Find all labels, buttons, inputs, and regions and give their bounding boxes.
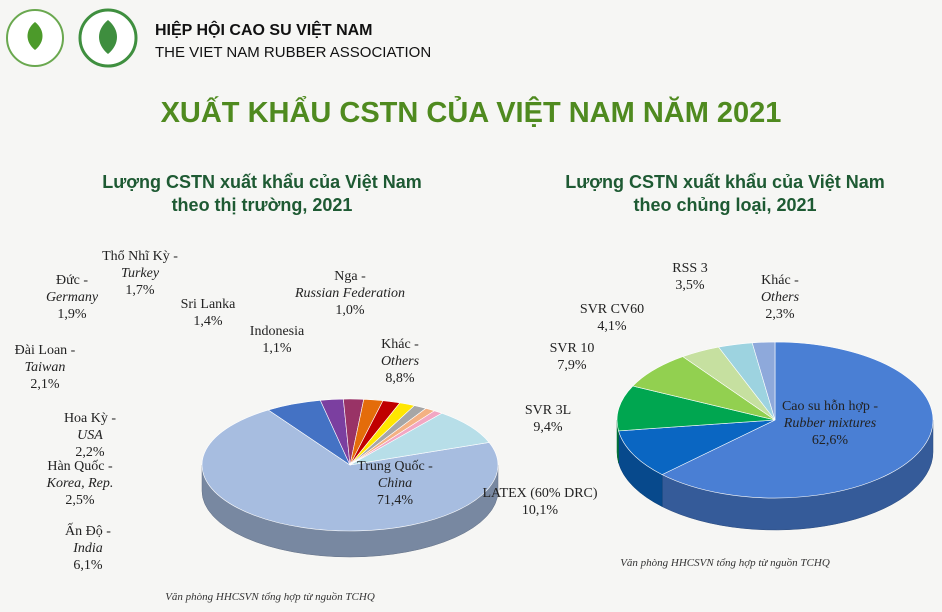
slice bbox=[618, 419, 776, 475]
chart-title: theo chủng loại, 2021 bbox=[633, 195, 816, 215]
value-label: 1,7% bbox=[125, 283, 155, 298]
slice-label: Hoa Kỳ - USA bbox=[64, 411, 116, 443]
slice-label: Cao su hỗn hợp - Rubber mixtures bbox=[782, 399, 878, 431]
label-line: SVR 3L bbox=[525, 403, 571, 418]
value-label: 4,1% bbox=[597, 319, 627, 334]
slice-label: Thổ Nhĩ Kỳ - Turkey bbox=[102, 249, 178, 281]
source-note: Văn phòng HHCSVN tổng hợp từ nguồn TCHQ bbox=[620, 557, 830, 569]
value-label: 3,5% bbox=[675, 278, 705, 293]
label-line: Đài Loan - bbox=[15, 343, 76, 358]
label-line: Khác - bbox=[761, 273, 799, 288]
value-label: 2,5% bbox=[65, 493, 95, 508]
label-line: Others bbox=[381, 354, 420, 369]
value-label: 1,9% bbox=[57, 307, 87, 322]
label-line: SVR 10 bbox=[550, 341, 595, 356]
slice-label: Đài Loan - Taiwan bbox=[15, 343, 76, 375]
label-line: Thổ Nhĩ Kỳ - bbox=[102, 249, 178, 264]
label-line: Russian Federation bbox=[294, 286, 405, 301]
label-line: India bbox=[72, 541, 103, 556]
label-line: Sri Lanka bbox=[181, 297, 237, 312]
logos bbox=[6, 8, 138, 68]
label-line: Hoa Kỳ - bbox=[64, 411, 116, 426]
slice bbox=[661, 341, 934, 499]
org-name: HIỆP HỘI CAO SU VIỆT NAM bbox=[155, 20, 373, 39]
label-line: Ấn Độ - bbox=[65, 522, 111, 539]
label-line: Đức - bbox=[56, 273, 88, 288]
label-line: China bbox=[378, 476, 412, 491]
label-line: Trung Quốc - bbox=[357, 459, 433, 474]
chart-title: Lượng CSTN xuất khẩu của Việt Nam bbox=[565, 172, 885, 192]
slice-label: SVR 3L bbox=[525, 403, 571, 418]
value-label: 9,4% bbox=[533, 420, 563, 435]
label-line: USA bbox=[77, 428, 103, 443]
value-label: 6,1% bbox=[73, 558, 103, 573]
label-line: SVR CV60 bbox=[580, 302, 644, 317]
value-label: 2,1% bbox=[30, 377, 60, 392]
logo-leaf bbox=[27, 22, 43, 50]
value-label: 62,6% bbox=[812, 433, 849, 448]
label-line: Korea, Rep. bbox=[46, 476, 114, 491]
slice-label: Sri Lanka bbox=[181, 297, 237, 312]
label-line: Germany bbox=[46, 290, 99, 305]
label-line: Hàn Quốc - bbox=[47, 459, 113, 474]
chart-title: Lượng CSTN xuất khẩu của Việt Nam bbox=[102, 172, 422, 192]
slice-label: SVR 10 bbox=[550, 341, 595, 356]
label-line: Khác - bbox=[381, 337, 419, 352]
slice-label: RSS 3 bbox=[672, 261, 707, 276]
label-line: LATEX (60% DRC) bbox=[482, 486, 597, 501]
main-title: XUẤT KHẨU CSTN CỦA VIỆT NAM NĂM 2021 bbox=[161, 95, 782, 129]
logo-leaf bbox=[99, 20, 117, 54]
slice-label: Đức - Germany bbox=[46, 273, 99, 305]
org-name-en: THE VIET NAM RUBBER ASSOCIATION bbox=[155, 44, 431, 61]
label-line: RSS 3 bbox=[672, 261, 707, 276]
slice-label: Trung Quốc - China bbox=[357, 459, 433, 491]
slice-label: Hàn Quốc - Korea, Rep. bbox=[46, 459, 114, 491]
slice-label: Indonesia bbox=[250, 324, 305, 339]
value-label: 1,1% bbox=[262, 341, 292, 356]
source-note: Văn phòng HHCSVN tổng hợp từ nguồn TCHQ bbox=[165, 591, 375, 603]
slice bbox=[751, 341, 776, 421]
label-line: Turkey bbox=[121, 266, 160, 281]
chart-title: theo thị trường, 2021 bbox=[172, 195, 353, 215]
value-label: 2,3% bbox=[765, 307, 795, 322]
slice-label: Khác - Others bbox=[381, 337, 420, 369]
slice-label: SVR CV60 bbox=[580, 302, 644, 317]
value-label: 1,4% bbox=[193, 314, 223, 329]
label-line: Others bbox=[761, 290, 800, 305]
label-line: Rubber mixtures bbox=[783, 416, 877, 431]
value-label: 1,0% bbox=[335, 303, 365, 318]
slice-label: Ấn Độ - India bbox=[65, 522, 111, 556]
slice bbox=[349, 412, 490, 466]
slice bbox=[616, 385, 776, 432]
value-label: 71,4% bbox=[377, 493, 414, 508]
label-line: Cao su hỗn hợp - bbox=[782, 399, 878, 414]
pie-tops bbox=[616, 341, 934, 499]
label-line: Taiwan bbox=[25, 360, 66, 375]
label-line: Nga - bbox=[334, 269, 366, 284]
slice-label: Nga - Russian Federation bbox=[294, 269, 405, 301]
value-label: 10,1% bbox=[522, 503, 559, 518]
pie-tops bbox=[201, 398, 499, 532]
slice-label: Khác - Others bbox=[761, 273, 800, 305]
slice bbox=[201, 409, 499, 532]
value-label: 7,9% bbox=[557, 358, 587, 373]
value-label: 8,8% bbox=[385, 371, 415, 386]
slice-label: LATEX (60% DRC) bbox=[482, 486, 597, 501]
value-label: 2,2% bbox=[75, 445, 105, 460]
label-line: Indonesia bbox=[250, 324, 305, 339]
